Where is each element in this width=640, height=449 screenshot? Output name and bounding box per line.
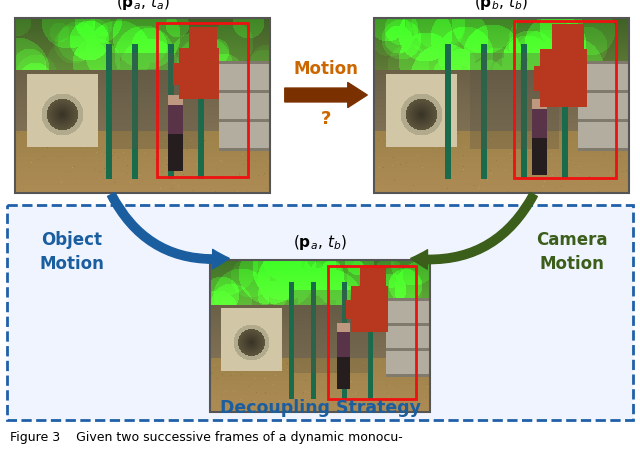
Text: Motion: Motion — [294, 60, 358, 78]
Text: Decoupling Strategy: Decoupling Strategy — [220, 399, 420, 417]
Bar — [15, 18, 270, 193]
FancyArrowPatch shape — [411, 193, 538, 269]
Text: Figure 3    Given two successive frames of a dynamic monocu-: Figure 3 Given two successive frames of … — [10, 431, 403, 444]
Bar — [514, 21, 616, 178]
FancyBboxPatch shape — [7, 205, 633, 420]
Text: $(\mathbf{p}_b,\, t_b)$: $(\mathbf{p}_b,\, t_b)$ — [474, 0, 529, 12]
Text: ?: ? — [321, 110, 331, 128]
Bar — [374, 18, 629, 193]
FancyArrowPatch shape — [108, 193, 229, 269]
Text: Camera
Motion: Camera Motion — [536, 231, 608, 273]
Bar — [210, 260, 430, 412]
Text: $(\mathbf{p}_a,\, t_b)$: $(\mathbf{p}_a,\, t_b)$ — [293, 233, 347, 252]
FancyArrowPatch shape — [285, 83, 367, 107]
Text: Object
Motion: Object Motion — [40, 231, 104, 273]
Bar — [328, 266, 416, 399]
Bar — [157, 23, 248, 177]
Text: $(\mathbf{p}_a,\, t_a)$: $(\mathbf{p}_a,\, t_a)$ — [116, 0, 170, 12]
